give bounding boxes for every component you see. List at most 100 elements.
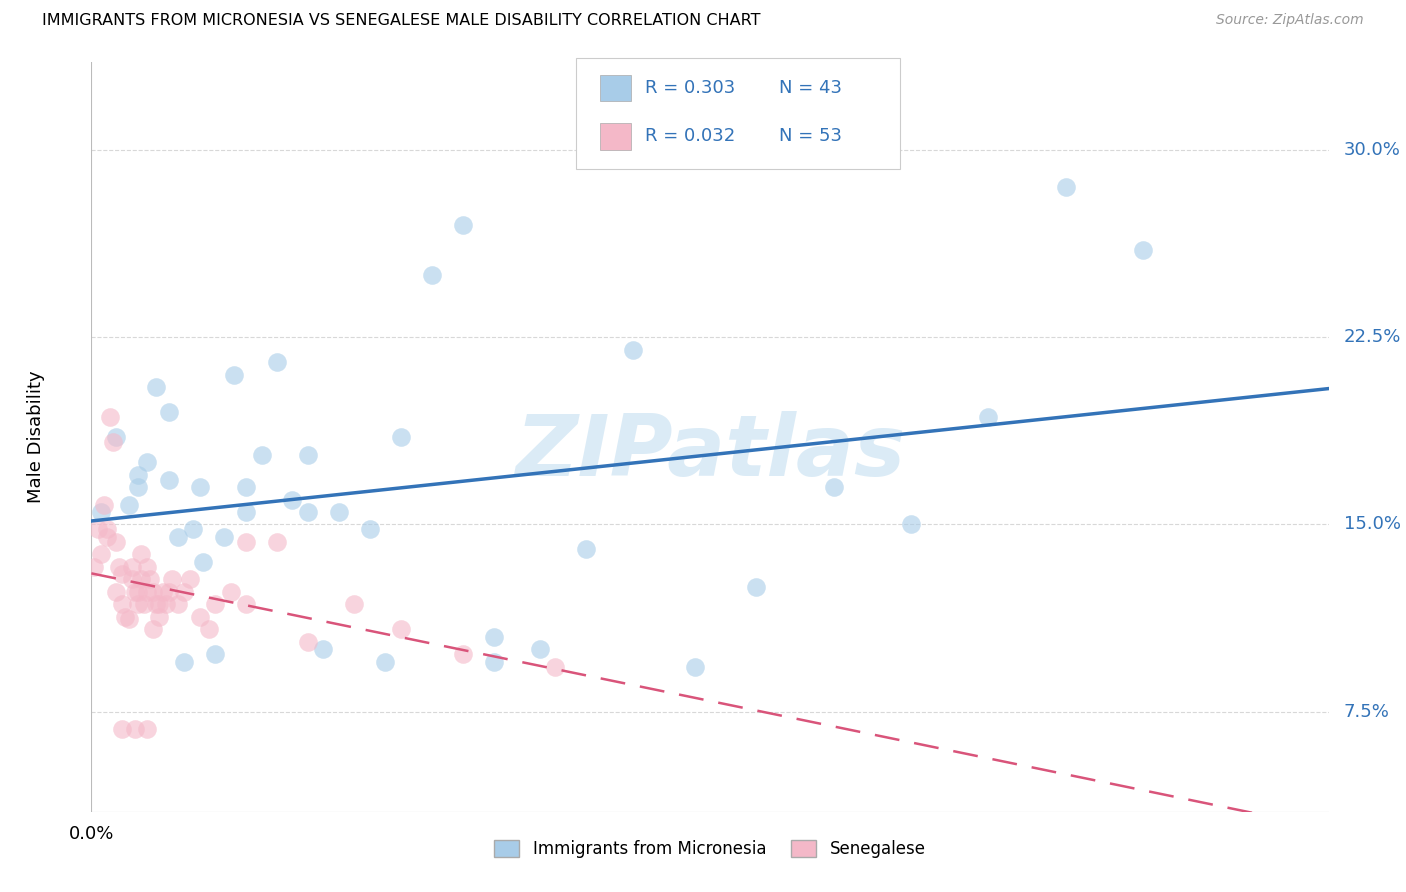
Point xyxy=(98,410,121,425)
Point xyxy=(145,598,167,612)
Text: 15.0%: 15.0% xyxy=(1344,516,1400,533)
Point xyxy=(235,480,257,494)
Point xyxy=(823,480,845,494)
Point xyxy=(173,585,195,599)
Point xyxy=(136,560,159,574)
Point xyxy=(129,573,152,587)
Point xyxy=(132,598,155,612)
Point xyxy=(157,585,180,599)
Point xyxy=(145,380,167,394)
Point xyxy=(167,598,190,612)
Point xyxy=(250,448,273,462)
Point xyxy=(173,655,195,669)
Point xyxy=(328,505,350,519)
Point xyxy=(105,585,128,599)
Point xyxy=(575,542,598,557)
Point xyxy=(86,523,108,537)
Point xyxy=(374,655,396,669)
Point xyxy=(157,405,180,419)
Point xyxy=(142,623,165,637)
Point xyxy=(124,723,146,737)
Point xyxy=(111,567,134,582)
Point xyxy=(136,723,159,737)
Point xyxy=(222,368,245,382)
Point xyxy=(148,610,170,624)
Point xyxy=(127,467,149,482)
Text: N = 43: N = 43 xyxy=(779,79,842,97)
Point xyxy=(105,535,128,549)
Point xyxy=(214,530,236,544)
Point xyxy=(544,660,567,674)
Point xyxy=(281,492,304,507)
Point xyxy=(266,535,288,549)
Point xyxy=(420,268,443,282)
Point xyxy=(204,598,226,612)
Point xyxy=(451,648,474,662)
Text: Source: ZipAtlas.com: Source: ZipAtlas.com xyxy=(1216,13,1364,28)
Point xyxy=(1132,243,1154,257)
Point xyxy=(117,612,139,626)
Point xyxy=(451,218,474,232)
Point xyxy=(198,623,221,637)
Text: R = 0.303: R = 0.303 xyxy=(645,79,735,97)
Point xyxy=(136,585,159,599)
Text: 7.5%: 7.5% xyxy=(1344,703,1389,721)
Point xyxy=(101,435,124,450)
Point xyxy=(167,530,190,544)
Point xyxy=(235,598,257,612)
Point xyxy=(183,523,205,537)
Point xyxy=(142,585,165,599)
Point xyxy=(188,480,211,494)
Point xyxy=(105,430,128,444)
Point xyxy=(90,505,112,519)
Point xyxy=(1054,180,1077,194)
Point xyxy=(83,560,105,574)
Point xyxy=(621,343,644,357)
Point xyxy=(160,573,183,587)
Point xyxy=(111,723,134,737)
Text: N = 53: N = 53 xyxy=(779,128,842,145)
Point xyxy=(96,523,118,537)
Point xyxy=(204,648,226,662)
Point xyxy=(683,660,706,674)
Point xyxy=(900,517,922,532)
Point xyxy=(139,573,162,587)
Point xyxy=(96,530,118,544)
Point xyxy=(124,585,146,599)
Text: 22.5%: 22.5% xyxy=(1344,328,1400,346)
Point xyxy=(136,455,159,469)
Text: 30.0%: 30.0% xyxy=(1344,141,1400,159)
Point xyxy=(297,448,319,462)
Point xyxy=(152,585,174,599)
Text: 0.0%: 0.0% xyxy=(69,825,114,843)
Point xyxy=(297,505,319,519)
Point xyxy=(93,498,115,512)
Point xyxy=(111,598,134,612)
Point xyxy=(117,498,139,512)
Point xyxy=(155,598,177,612)
Point xyxy=(266,355,288,369)
Point xyxy=(482,630,505,644)
Point xyxy=(235,505,257,519)
Point xyxy=(312,642,335,657)
Point xyxy=(127,585,149,599)
Point xyxy=(188,610,211,624)
Text: IMMIGRANTS FROM MICRONESIA VS SENEGALESE MALE DISABILITY CORRELATION CHART: IMMIGRANTS FROM MICRONESIA VS SENEGALESE… xyxy=(42,13,761,29)
Point xyxy=(745,580,768,594)
Point xyxy=(389,623,412,637)
Legend: Immigrants from Micronesia, Senegalese: Immigrants from Micronesia, Senegalese xyxy=(488,833,932,865)
Point xyxy=(114,610,136,624)
Point xyxy=(191,555,214,569)
Point xyxy=(343,598,366,612)
Text: ZIPatlas: ZIPatlas xyxy=(515,410,905,493)
Point xyxy=(482,655,505,669)
Point xyxy=(127,598,149,612)
Text: R = 0.032: R = 0.032 xyxy=(645,128,735,145)
Point xyxy=(148,598,170,612)
Text: Male Disability: Male Disability xyxy=(27,371,45,503)
Point xyxy=(179,573,201,587)
Point xyxy=(235,535,257,549)
Point xyxy=(977,410,1000,425)
Point xyxy=(129,548,152,562)
Point xyxy=(127,480,149,494)
